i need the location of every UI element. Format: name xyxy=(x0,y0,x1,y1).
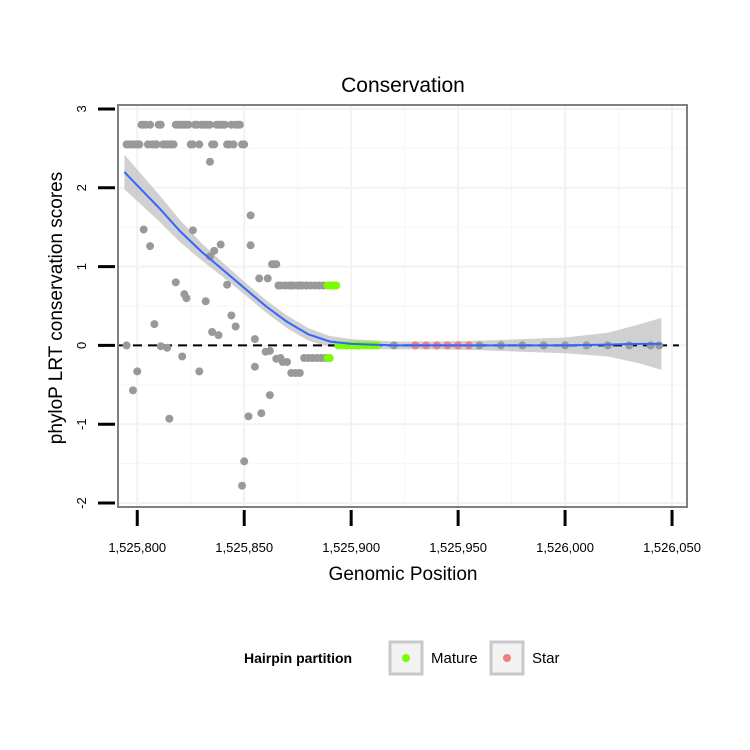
data-point-other xyxy=(208,328,217,337)
data-point-other xyxy=(240,140,249,149)
data-point-other xyxy=(133,367,142,376)
data-point-other xyxy=(201,297,210,306)
data-point-other xyxy=(246,211,255,220)
data-point-other xyxy=(150,320,159,329)
data-point-other xyxy=(184,120,193,129)
legend: Hairpin partition Mature Star xyxy=(244,640,560,676)
smooth-line xyxy=(123,171,662,347)
y-axis-label: phyloP LRT conservation scores xyxy=(46,172,67,445)
legend-title: Hairpin partition xyxy=(244,650,352,666)
data-point-other xyxy=(250,335,259,344)
data-point-other xyxy=(238,481,247,490)
data-point-other xyxy=(205,120,214,129)
data-point-other xyxy=(210,246,219,255)
legend-label-star: Star xyxy=(532,650,560,667)
data-point-other xyxy=(227,311,236,320)
data-point-other xyxy=(295,369,304,377)
x-tick-label: 1,526,000 xyxy=(536,540,594,555)
y-axis: 3 2 1 0 -1 -2 xyxy=(74,105,115,509)
data-point-other xyxy=(156,342,165,351)
data-point-other xyxy=(205,157,214,166)
data-point-other xyxy=(255,274,264,283)
data-point-other xyxy=(152,140,161,149)
data-point-other xyxy=(263,274,272,283)
data-point-other xyxy=(246,241,255,250)
legend-swatch-star xyxy=(503,654,511,662)
data-point-other xyxy=(195,140,204,149)
x-axis-label: Genomic Position xyxy=(329,564,478,585)
x-tick-label: 1,525,950 xyxy=(429,540,487,555)
smooth-line-group xyxy=(123,171,662,347)
data-point-other xyxy=(135,140,144,149)
data-point-other xyxy=(272,260,281,269)
y-tick-label: 2 xyxy=(74,184,89,191)
data-point-mature xyxy=(332,281,341,290)
data-point-other xyxy=(257,409,266,418)
data-point-other xyxy=(182,294,191,303)
data-point-other xyxy=(646,341,655,350)
data-point-other xyxy=(216,240,225,249)
data-point-other xyxy=(178,352,187,361)
data-point-other xyxy=(171,278,180,287)
data-point-other xyxy=(231,322,240,331)
data-point-other xyxy=(163,343,172,352)
data-point-other xyxy=(265,391,274,400)
data-point-other xyxy=(235,120,244,129)
data-point-other xyxy=(146,242,155,251)
x-tick-label: 1,525,850 xyxy=(215,540,273,555)
x-axis: 1,525,800 1,525,850 1,525,900 1,525,950 1,52… xyxy=(108,510,701,555)
data-point-other xyxy=(220,120,229,129)
data-point-other xyxy=(156,120,165,129)
data-point-other xyxy=(122,341,131,350)
y-tick-label: 0 xyxy=(74,342,89,349)
data-point-other xyxy=(282,357,291,366)
y-tick-label: -1 xyxy=(74,418,89,430)
data-point-other xyxy=(655,341,664,350)
y-tick-label: 1 xyxy=(74,263,89,270)
data-point-other xyxy=(250,362,259,371)
data-point-other xyxy=(244,412,253,421)
data-point-other xyxy=(146,120,155,129)
data-point-other xyxy=(128,386,137,395)
data-point-other xyxy=(210,140,219,149)
data-point-other xyxy=(229,140,238,149)
y-tick-label: -2 xyxy=(74,497,89,509)
data-point-other xyxy=(214,331,223,340)
data-point-other xyxy=(188,140,197,149)
y-tick-label: 3 xyxy=(74,105,89,112)
x-tick-label: 1,525,900 xyxy=(322,540,380,555)
legend-label-mature: Mature xyxy=(431,650,478,667)
data-point-other xyxy=(169,140,178,149)
data-point-other xyxy=(195,367,204,376)
plot-frame xyxy=(117,104,688,508)
data-point-other xyxy=(188,226,197,235)
data-point-other xyxy=(265,346,274,355)
data-point-other xyxy=(223,280,232,289)
chart-title: Conservation xyxy=(341,74,465,97)
x-tick-label: 1,526,050 xyxy=(643,540,701,555)
data-point-other xyxy=(165,414,174,423)
data-point-other xyxy=(139,225,148,234)
data-point-other xyxy=(625,341,634,350)
plot-border xyxy=(117,104,688,508)
data-point-mature xyxy=(325,354,334,363)
data-point-other xyxy=(240,457,249,466)
x-tick-label: 1,525,800 xyxy=(108,540,166,555)
legend-swatch-mature xyxy=(402,654,410,662)
